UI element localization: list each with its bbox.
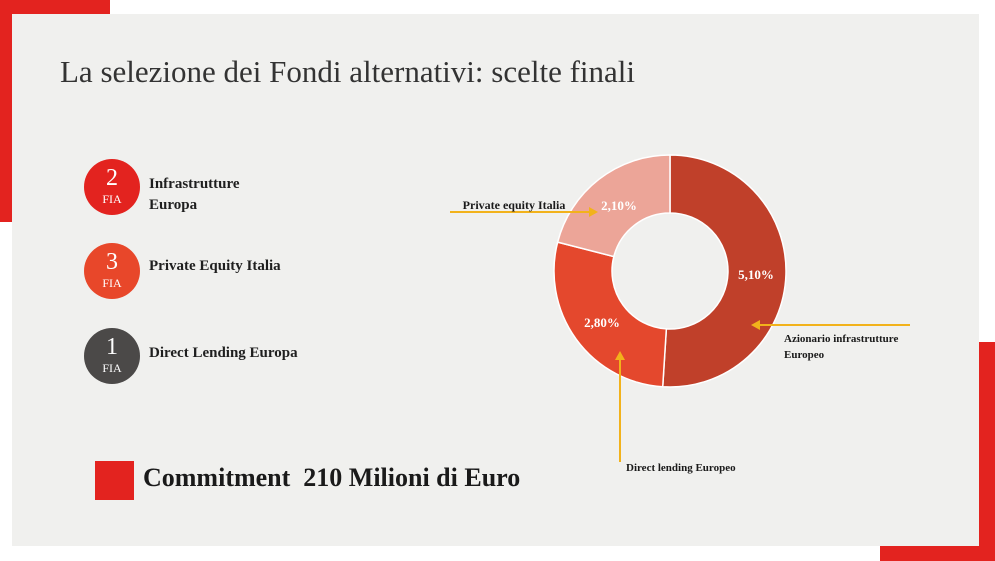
fund-unit: FIA [102, 276, 122, 290]
slide-panel [12, 14, 979, 546]
slice-name-label-azionario-line2: Europeo [784, 349, 825, 361]
slice-name-label-private-equity: Private equity Italia [463, 198, 566, 212]
leader-lines [450, 207, 910, 462]
leader-arrow-direct-lending [615, 351, 625, 360]
fund-count-badge-direct-lending: 1 FIA [84, 328, 140, 384]
leader-arrow-azionario [751, 320, 760, 330]
donut-slice-azionario-infrastrutture-europeo [661, 154, 787, 388]
fund-count: 1 [106, 334, 118, 360]
fund-label-direct-lending: Direct Lending Europa [149, 345, 298, 361]
commitment-text: Commitment 210 Milioni di Euro [143, 463, 521, 492]
slice-name-label-direct-lending: Direct lending Europeo [626, 462, 736, 474]
fund-count: 2 [106, 165, 118, 191]
fund-label-infrastrutture: Infrastrutture Europa [149, 176, 240, 213]
slice-value-label-azionario: 5,10% [738, 267, 774, 282]
leader-arrow-private-equity [589, 207, 598, 217]
slice-name-label-azionario-line1: Azionario infrastrutture [784, 333, 898, 345]
fund-unit: FIA [102, 361, 122, 375]
fund-count-badge-private-equity: 3 FIA [84, 243, 140, 299]
fund-count-badge-infrastrutture: 2 FIA [84, 159, 140, 215]
donut-slice-private-equity-italia [556, 154, 671, 258]
fund-label-private-equity: Private Equity Italia [149, 258, 281, 274]
slice-value-label-private-equity: 2,10% [601, 198, 637, 213]
donut-slices [553, 154, 787, 388]
fund-unit: FIA [102, 192, 122, 206]
fund-count: 3 [106, 249, 118, 275]
commitment-bullet-square [95, 461, 134, 500]
donut-slice-direct-lending-europeo [553, 241, 668, 388]
slice-value-label-direct-lending: 2,80% [584, 315, 620, 330]
slide-title: La selezione dei Fondi alternativi: scel… [60, 54, 636, 89]
